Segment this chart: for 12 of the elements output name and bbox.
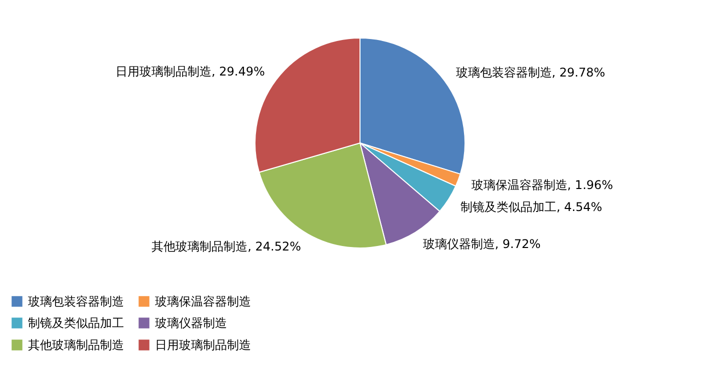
legend-label: 玻璃仪器制造	[155, 316, 227, 330]
data-label: 日用玻璃制品制造, 29.49%	[115, 64, 265, 79]
legend-label: 制镜及类似品加工	[28, 316, 124, 330]
data-label: 玻璃保温容器制造, 1.96%	[471, 178, 614, 192]
legend-label: 其他玻璃制品制造	[28, 338, 124, 352]
legend-label: 玻璃保温容器制造	[155, 294, 251, 308]
data-label: 玻璃仪器制造, 9.72%	[422, 237, 541, 252]
data-label: 其他玻璃制品制造, 24.52%	[152, 239, 302, 254]
data-label: 玻璃包装容器制造, 29.78%	[456, 65, 606, 80]
legend-label: 玻璃包装容器制造	[28, 294, 124, 308]
legend-label: 日用玻璃制品制造	[155, 338, 251, 352]
data-label: 制镜及类似品加工, 4.54%	[460, 200, 602, 214]
